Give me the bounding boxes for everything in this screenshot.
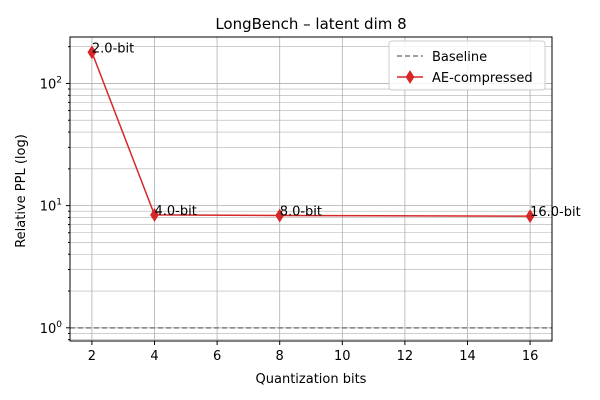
x-axis-label: Quantization bits [256, 372, 367, 387]
y-axis-ticks: 100 101 102 [40, 46, 70, 341]
y-tick-label: 101 [40, 198, 62, 215]
x-axis-ticks: 2 4 6 8 10 12 14 16 [88, 341, 539, 364]
series-line [91, 51, 531, 217]
y-tick-label: 100 [40, 320, 63, 337]
y-axis-label: Relative PPL (log) [14, 134, 29, 248]
data-point-marker [275, 208, 285, 223]
data-point-label: 8.0-bit [280, 205, 322, 220]
x-tick-label: 2 [88, 349, 96, 364]
x-tick-label: 8 [276, 349, 284, 364]
x-tick-label: 14 [459, 349, 476, 364]
data-point-label: 2.0-bit [92, 41, 134, 56]
data-point-marker [87, 45, 97, 60]
y-tick-label: 102 [40, 75, 62, 92]
chart-title: LongBench – latent dim 8 [215, 15, 406, 33]
series-layer [87, 45, 535, 224]
legend-box [388, 40, 546, 91]
x-tick-label: 6 [213, 349, 221, 364]
data-point-label: 16.0-bit [530, 205, 581, 220]
legend: Baseline AE-compressed [388, 40, 546, 91]
legend-baseline-label: Baseline [432, 50, 487, 65]
data-point-marker [525, 209, 535, 224]
data-point-label: 4.0-bit [155, 204, 197, 219]
x-tick-label: 16 [522, 349, 539, 364]
x-tick-label: 12 [397, 349, 414, 364]
point-labels: 2.0-bit 4.0-bit 8.0-bit 16.0-bit [92, 41, 581, 220]
plot-area-frame [69, 36, 553, 342]
legend-series-marker [405, 70, 415, 84]
x-tick-label: 4 [150, 349, 158, 364]
data-point-marker [150, 207, 159, 222]
legend-series-label: AE-compressed [432, 71, 533, 86]
x-tick-label: 10 [334, 349, 351, 364]
